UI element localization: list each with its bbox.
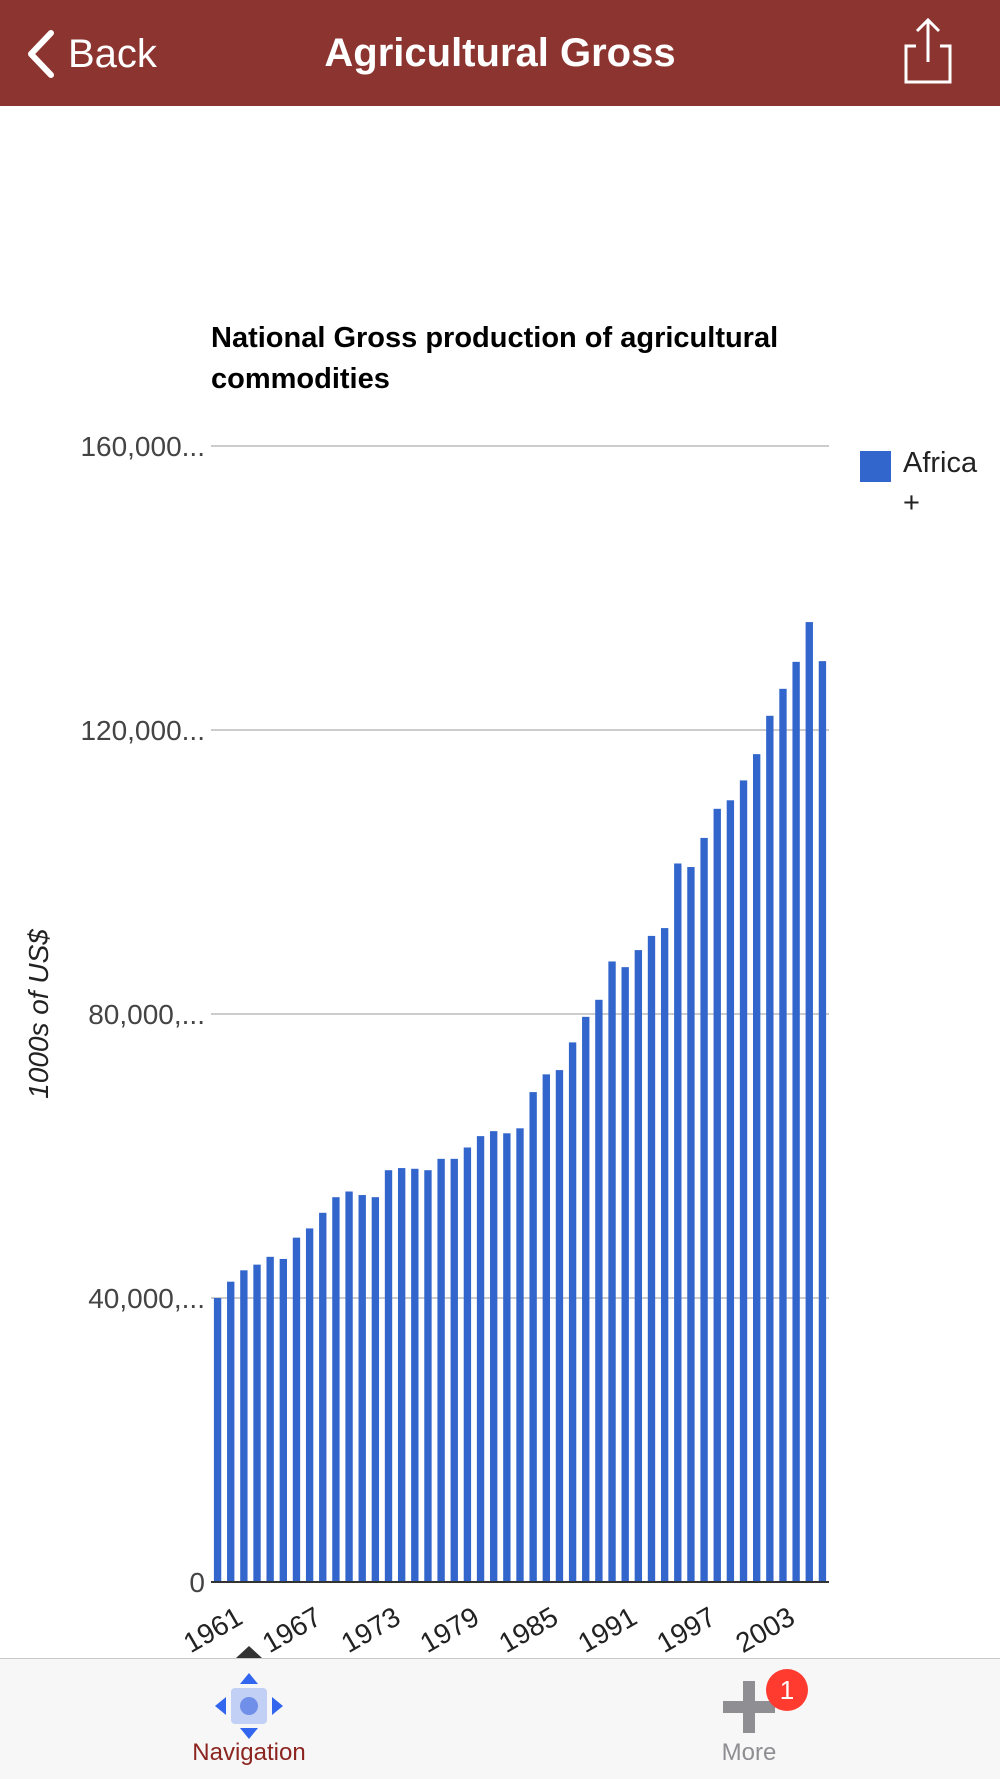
back-button-label: Back [68, 31, 157, 76]
bar [674, 863, 682, 1582]
bar [319, 1212, 327, 1582]
share-button[interactable] [898, 16, 958, 88]
bar [358, 1195, 366, 1582]
plus-icon [723, 1681, 775, 1733]
bar [450, 1158, 458, 1582]
bar [516, 1128, 524, 1582]
bar [713, 808, 721, 1582]
bar [332, 1197, 340, 1582]
bar [266, 1256, 274, 1582]
bar [595, 999, 603, 1582]
x-tick-label: 1997 [651, 1601, 720, 1658]
share-icon [904, 17, 952, 84]
chart-area: 0 40,000,... 80,000,... 120,000... 160,000..… [0, 106, 1000, 1658]
bar [463, 1147, 472, 1582]
tab-more[interactable]: 1 More [649, 1659, 849, 1779]
bar [555, 1070, 564, 1582]
y-tick-label: 120,000... [80, 715, 205, 746]
bar [240, 1270, 248, 1582]
legend-swatch [860, 451, 891, 482]
bar [384, 1170, 393, 1582]
bar [397, 1168, 406, 1582]
back-button[interactable]: Back [26, 26, 157, 82]
bar [490, 1131, 498, 1582]
bar [647, 935, 656, 1582]
tab-selection-pointer [236, 1646, 262, 1658]
navigation-arrows-icon [215, 1673, 283, 1739]
bar [779, 688, 787, 1582]
y-tick-label: 0 [189, 1567, 205, 1598]
bar [437, 1158, 445, 1582]
y-tick-label: 160,000... [80, 431, 205, 462]
bar [371, 1197, 380, 1582]
bar [687, 867, 695, 1582]
bar-chart: 0 40,000,... 80,000,... 120,000... 160,000..… [23, 431, 829, 1658]
bar [792, 661, 800, 1582]
bar [608, 961, 616, 1582]
bar [739, 780, 748, 1582]
bar [305, 1228, 314, 1582]
tab-bar: Navigation 1 More [0, 1658, 1000, 1779]
bar [818, 661, 827, 1582]
y-tick-label: 40,000,... [88, 1283, 205, 1314]
chevron-left-icon [28, 30, 54, 78]
bar [213, 1298, 222, 1582]
x-tick-label: 1973 [336, 1601, 405, 1658]
bar [726, 800, 735, 1582]
bar [568, 1042, 577, 1582]
bar [752, 754, 761, 1582]
bar [634, 950, 643, 1582]
bar [503, 1133, 511, 1582]
bar [411, 1168, 419, 1582]
bar [279, 1258, 288, 1582]
legend-label: Africa + [903, 447, 978, 519]
x-tick-label: 1979 [415, 1601, 484, 1658]
bar [424, 1170, 432, 1582]
bar [700, 837, 708, 1582]
bar [529, 1092, 537, 1582]
bar [805, 622, 813, 1582]
notification-badge: 1 [766, 1669, 808, 1711]
tab-navigation-label: Navigation [192, 1739, 306, 1766]
bar [766, 715, 774, 1582]
bar [476, 1136, 485, 1582]
bar [292, 1237, 301, 1582]
y-axis-title: 1000s of US$ [23, 929, 54, 1099]
bar [227, 1281, 235, 1582]
x-tick-label: 1985 [494, 1601, 563, 1658]
y-tick-label: 80,000,... [88, 999, 205, 1030]
navigation-bar: Back Agricultural Gross [0, 0, 1000, 106]
bar [621, 967, 629, 1582]
bar [542, 1074, 550, 1582]
x-tick-label: 2003 [730, 1601, 799, 1658]
bar [253, 1264, 261, 1582]
tab-navigation[interactable]: Navigation [149, 1659, 349, 1779]
tab-more-label: More [721, 1739, 777, 1766]
x-tick-label: 1991 [573, 1601, 642, 1658]
bar [345, 1191, 353, 1582]
bar [582, 1016, 590, 1582]
bar [660, 928, 669, 1582]
x-tick-label: 1967 [257, 1601, 326, 1658]
chart-title: National Gross production of agricultura… [211, 322, 779, 395]
